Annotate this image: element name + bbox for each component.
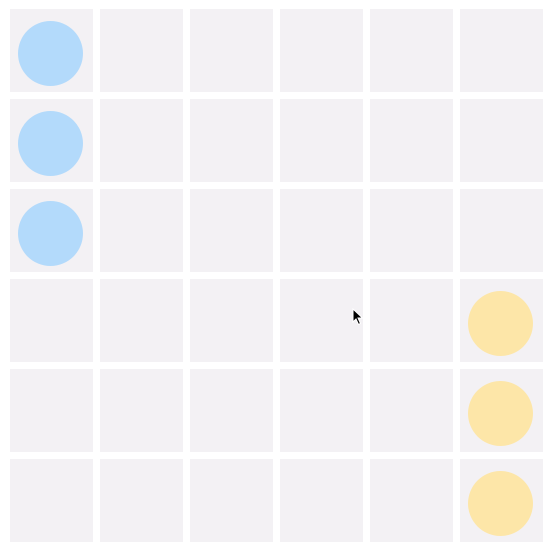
board-cell-r2-c1[interactable] — [100, 189, 183, 272]
board-cell-r3-c4[interactable] — [370, 279, 453, 362]
board-cell-r2-c4[interactable] — [370, 189, 453, 272]
game-board — [6, 9, 546, 549]
yellow-piece[interactable] — [468, 471, 533, 536]
board-cell-r4-c5[interactable] — [460, 369, 543, 452]
board-cell-r1-c2[interactable] — [190, 99, 273, 182]
board-cell-r5-c4[interactable] — [370, 459, 453, 542]
board-cell-r0-c1[interactable] — [100, 9, 183, 92]
blue-piece[interactable] — [18, 111, 83, 176]
board-cell-r3-c1[interactable] — [100, 279, 183, 362]
board-cell-r2-c0[interactable] — [10, 189, 93, 272]
board-cell-r1-c4[interactable] — [370, 99, 453, 182]
board-cell-r1-c3[interactable] — [280, 99, 363, 182]
board-cell-r3-c3[interactable] — [280, 279, 363, 362]
board-cell-r0-c5[interactable] — [460, 9, 543, 92]
board-cell-r4-c0[interactable] — [10, 369, 93, 452]
board-cell-r5-c0[interactable] — [10, 459, 93, 542]
board-cell-r2-c5[interactable] — [460, 189, 543, 272]
board-cell-r5-c1[interactable] — [100, 459, 183, 542]
board-cell-r1-c1[interactable] — [100, 99, 183, 182]
board-cell-r2-c2[interactable] — [190, 189, 273, 272]
board-cell-r1-c0[interactable] — [10, 99, 93, 182]
board-cell-r5-c2[interactable] — [190, 459, 273, 542]
board-cell-r0-c3[interactable] — [280, 9, 363, 92]
board-cell-r5-c5[interactable] — [460, 459, 543, 542]
yellow-piece[interactable] — [468, 291, 533, 356]
board-cell-r3-c5[interactable] — [460, 279, 543, 362]
board-cell-r2-c3[interactable] — [280, 189, 363, 272]
board-cell-r1-c5[interactable] — [460, 99, 543, 182]
board-cell-r4-c3[interactable] — [280, 369, 363, 452]
board-cell-r4-c2[interactable] — [190, 369, 273, 452]
board-cell-r0-c0[interactable] — [10, 9, 93, 92]
blue-piece[interactable] — [18, 201, 83, 266]
board-cell-r3-c2[interactable] — [190, 279, 273, 362]
board-cell-r5-c3[interactable] — [280, 459, 363, 542]
board-cell-r4-c1[interactable] — [100, 369, 183, 452]
blue-piece[interactable] — [18, 21, 83, 86]
board-cell-r0-c4[interactable] — [370, 9, 453, 92]
board-cell-r4-c4[interactable] — [370, 369, 453, 452]
board-cell-r3-c0[interactable] — [10, 279, 93, 362]
board-cell-r0-c2[interactable] — [190, 9, 273, 92]
yellow-piece[interactable] — [468, 381, 533, 446]
